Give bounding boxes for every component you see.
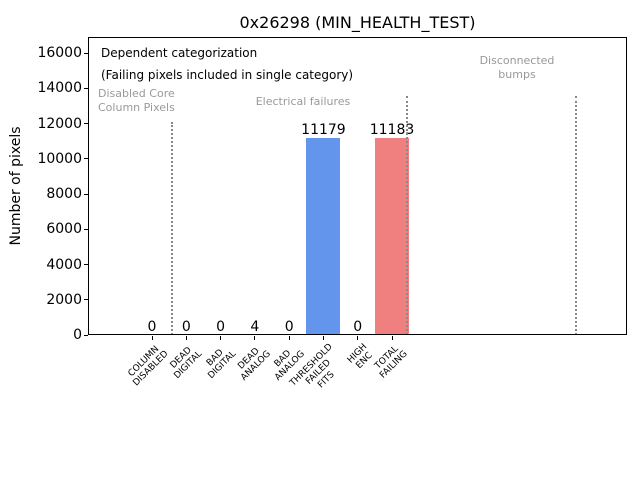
x-tick <box>391 336 393 340</box>
annotation-disconnected-bumps: Disconnected bumps <box>479 54 555 81</box>
bar-value-label: 0 <box>353 319 363 335</box>
y-tick <box>84 52 88 54</box>
x-tick-label: HIGH ENC <box>345 342 375 372</box>
annotation-disabled-core-column-pixels: Disabled Core Column Pixels <box>98 87 175 114</box>
y-tick-label: 12000 <box>37 115 82 132</box>
region-separator-line <box>406 96 408 335</box>
y-tick <box>84 228 88 230</box>
bar-value-label: 0 <box>284 319 294 335</box>
y-tick <box>84 334 88 336</box>
x-tick-label: COLUMN DISABLED <box>126 344 171 389</box>
y-axis-label: Number of pixels <box>8 126 24 246</box>
y-tick-label: 4000 <box>46 256 82 273</box>
bar <box>375 137 410 335</box>
annotation-electrical-failures: Electrical failures <box>255 95 351 108</box>
x-tick <box>151 336 153 340</box>
chart-title: 0x26298 (MIN_HEALTH_TEST) <box>239 13 476 32</box>
y-tick-label: 2000 <box>46 291 82 308</box>
annotation-dependent-categorization: Dependent categorization <box>101 46 258 60</box>
bar-value-label: 0 <box>216 319 226 335</box>
plot-area: 0 0 0 4 0 11179 0 11183 Dependent categorization… <box>88 37 627 335</box>
x-tick <box>220 336 222 340</box>
annotation-failing-pixels-note: (Failing pixels included in single categ… <box>101 68 354 82</box>
y-tick-label: 10000 <box>37 150 82 167</box>
y-tick-label: 16000 <box>37 45 82 61</box>
y-tick-label: 0 <box>73 327 82 343</box>
y-tick-label: 14000 <box>37 80 82 97</box>
bar-value-label: 0 <box>181 319 191 335</box>
y-tick-label: 8000 <box>46 186 82 202</box>
x-tick <box>185 336 187 340</box>
y-tick <box>84 264 88 265</box>
x-tick-label: TOTAL FAILING <box>373 344 411 381</box>
y-tick <box>84 193 88 195</box>
y-tick <box>84 123 88 124</box>
bar-value-label: 11179 <box>301 121 346 138</box>
x-tick <box>322 336 324 340</box>
x-tick-label: DEAD ANALOG <box>236 346 274 384</box>
x-tick <box>357 336 359 340</box>
region-separator-line <box>575 96 577 335</box>
region-separator-line <box>171 122 173 335</box>
y-tick-label: 6000 <box>46 221 82 238</box>
y-tick <box>84 299 88 301</box>
x-tick-label: DEAD DIGITAL <box>168 345 205 382</box>
x-tick <box>254 336 256 340</box>
y-tick <box>84 158 88 160</box>
x-tick-label: BAD DIGITAL <box>205 347 239 382</box>
y-tick <box>84 87 88 89</box>
bar-value-label: 11183 <box>369 121 415 138</box>
bar-value-label: 0 <box>147 319 157 335</box>
bar-value-label: 4 <box>250 318 260 335</box>
x-tick <box>288 336 290 340</box>
bar <box>306 137 341 335</box>
